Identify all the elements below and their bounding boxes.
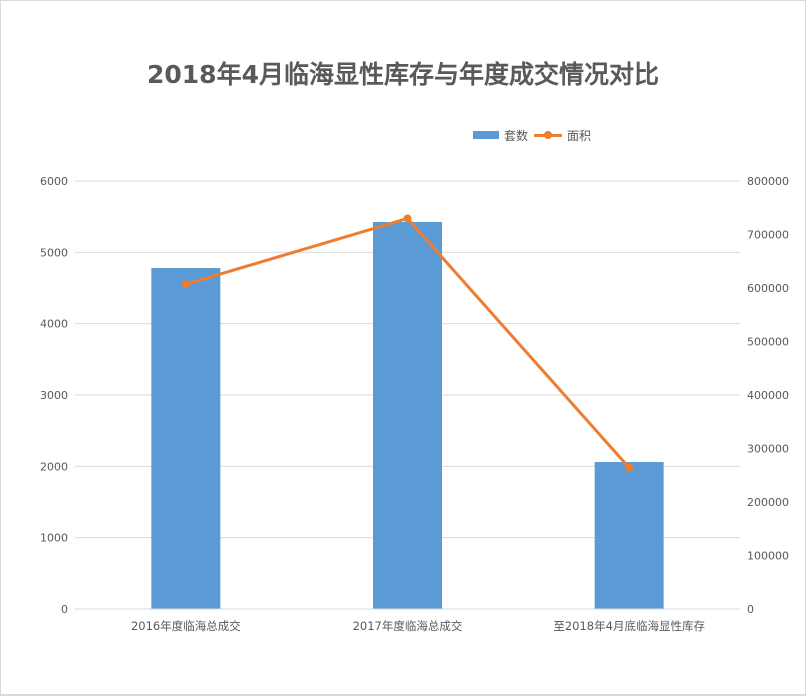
right-axis-tick: 500000 xyxy=(747,336,789,349)
line-point[interactable] xyxy=(403,214,412,223)
category-label: 2017年度临海总成交 xyxy=(353,619,463,633)
line-point[interactable] xyxy=(181,280,190,289)
left-axis-tick: 0 xyxy=(61,603,68,616)
right-axis-tick: 600000 xyxy=(747,282,789,295)
left-axis-tick: 4000 xyxy=(40,318,68,331)
left-axis-tick: 1000 xyxy=(40,532,68,545)
bar[interactable] xyxy=(151,268,221,609)
left-axis-tick: 3000 xyxy=(40,389,68,402)
legend-label-bar: 套数 xyxy=(504,128,529,143)
legend-label-line: 面积 xyxy=(567,128,592,143)
right-axis-tick: 100000 xyxy=(747,550,789,563)
legend-item-bar[interactable]: 套数 xyxy=(473,127,528,144)
right-axis-tick: 200000 xyxy=(747,496,789,509)
bar[interactable] xyxy=(594,462,664,609)
line-point[interactable] xyxy=(625,463,634,472)
left-axis-tick: 6000 xyxy=(40,175,68,188)
right-axis-tick: 800000 xyxy=(747,175,789,188)
left-axis-tick: 2000 xyxy=(40,460,68,473)
right-axis-tick: 300000 xyxy=(747,443,789,456)
line-swatch-icon xyxy=(534,130,563,139)
chart-legend: 套数 面积 xyxy=(473,126,597,144)
right-axis-tick: 700000 xyxy=(747,229,789,242)
right-axis-tick: 0 xyxy=(747,603,754,616)
left-axis-tick: 5000 xyxy=(40,246,68,259)
chart-title: 2018年4月临海显性库存与年度成交情况对比 xyxy=(147,60,659,89)
category-label: 2016年度临海总成交 xyxy=(131,619,241,633)
bar[interactable] xyxy=(373,222,442,609)
legend-item-line[interactable]: 面积 xyxy=(534,127,591,144)
bar-swatch-icon xyxy=(473,131,499,139)
right-axis-tick: 400000 xyxy=(747,389,789,402)
category-label: 至2018年4月底临海显性库存 xyxy=(553,619,705,633)
